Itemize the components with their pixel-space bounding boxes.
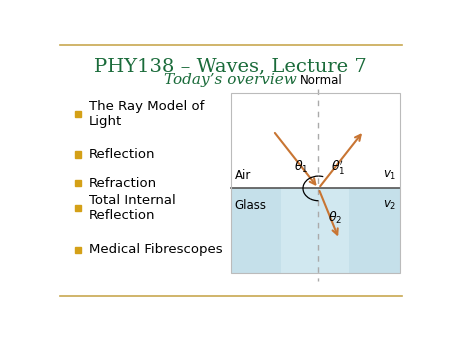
Text: Refraction: Refraction	[89, 176, 157, 190]
Bar	[230, 93, 400, 273]
Text: Air: Air	[234, 169, 251, 182]
Text: $\theta_2$: $\theta_2$	[328, 210, 342, 226]
Text: Total Internal
Reflection: Total Internal Reflection	[89, 194, 176, 222]
Text: Normal: Normal	[299, 74, 342, 87]
Text: PHY138 – Waves, Lecture 7: PHY138 – Waves, Lecture 7	[94, 57, 367, 75]
Bar	[75, 180, 81, 186]
Text: $v_2$: $v_2$	[383, 199, 396, 212]
Text: $\theta_1'$: $\theta_1'$	[332, 158, 346, 176]
Bar	[75, 111, 81, 117]
Text: Reflection: Reflection	[89, 148, 155, 161]
Text: Medical Fibrescopes: Medical Fibrescopes	[89, 243, 222, 257]
Bar	[230, 188, 400, 273]
Text: Glass: Glass	[234, 199, 266, 212]
Bar	[75, 206, 81, 212]
Text: Today’s overview: Today’s overview	[164, 73, 297, 87]
Bar	[281, 188, 349, 273]
Text: The Ray Model of
Light: The Ray Model of Light	[89, 100, 204, 128]
Text: $v_1$: $v_1$	[383, 169, 396, 182]
Text: $\theta_1$: $\theta_1$	[294, 159, 309, 175]
Bar	[75, 247, 81, 253]
Bar	[75, 151, 81, 158]
